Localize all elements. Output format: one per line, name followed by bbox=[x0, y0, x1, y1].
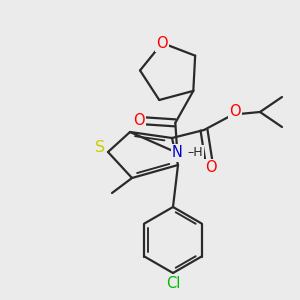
Text: N: N bbox=[172, 146, 183, 160]
Text: O: O bbox=[134, 113, 145, 128]
Text: O: O bbox=[156, 35, 168, 50]
Text: O: O bbox=[205, 160, 217, 175]
Text: Cl: Cl bbox=[166, 275, 180, 290]
Text: S: S bbox=[95, 140, 105, 154]
Text: –H: –H bbox=[188, 146, 203, 159]
Text: O: O bbox=[229, 104, 241, 119]
